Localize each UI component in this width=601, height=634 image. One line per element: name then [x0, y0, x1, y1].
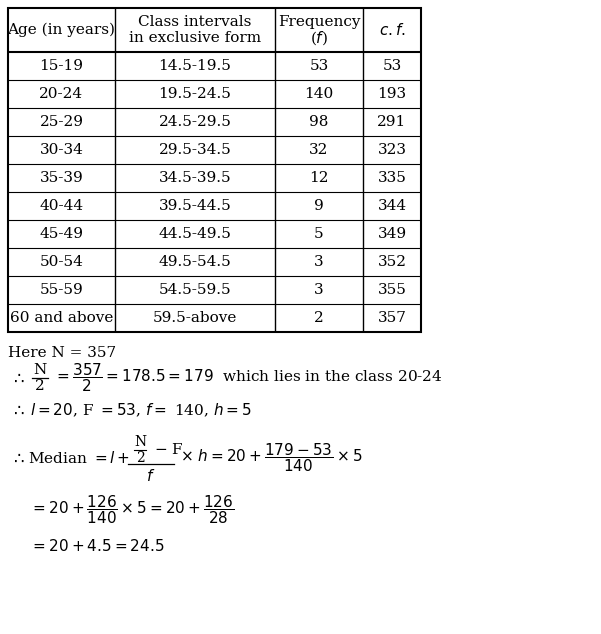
Text: $\therefore$: $\therefore$: [10, 370, 25, 387]
Text: $\therefore$: $\therefore$: [10, 450, 25, 467]
Text: 352: 352: [377, 255, 406, 269]
Text: 49.5-54.5: 49.5-54.5: [159, 255, 231, 269]
Text: 3: 3: [314, 255, 324, 269]
Text: 291: 291: [377, 115, 407, 129]
Text: in exclusive form: in exclusive form: [129, 31, 261, 45]
Text: N: N: [134, 435, 146, 449]
Text: 25-29: 25-29: [40, 115, 84, 129]
Text: $c.f.$: $c.f.$: [379, 22, 406, 38]
Text: 14.5-19.5: 14.5-19.5: [159, 59, 231, 73]
Text: 349: 349: [377, 227, 406, 241]
Text: 5: 5: [314, 227, 324, 241]
Text: Here N = 357: Here N = 357: [8, 346, 116, 360]
Text: 323: 323: [377, 143, 406, 157]
Text: 53: 53: [382, 59, 401, 73]
Text: 355: 355: [377, 283, 406, 297]
Text: 3: 3: [314, 283, 324, 297]
Text: $\therefore$: $\therefore$: [10, 401, 25, 418]
Text: $f$: $f$: [147, 468, 156, 484]
Text: 140: 140: [304, 87, 334, 101]
Text: 32: 32: [310, 143, 329, 157]
Text: 40-44: 40-44: [40, 199, 84, 213]
Text: 15-19: 15-19: [40, 59, 84, 73]
Text: $= \dfrac{357}{2} = 178.5 = 179$  which lies in the class 20-24: $= \dfrac{357}{2} = 178.5 = 179$ which l…: [54, 361, 442, 394]
Text: 35-39: 35-39: [40, 171, 84, 185]
Text: 344: 344: [377, 199, 406, 213]
Text: 335: 335: [377, 171, 406, 185]
Text: 29.5-34.5: 29.5-34.5: [159, 143, 231, 157]
Text: 30-34: 30-34: [40, 143, 84, 157]
Text: ($f$): ($f$): [310, 29, 328, 47]
Text: 50-54: 50-54: [40, 255, 84, 269]
Text: 2: 2: [35, 379, 45, 393]
Text: 53: 53: [310, 59, 329, 73]
Text: 44.5-49.5: 44.5-49.5: [159, 227, 231, 241]
Text: $\times\ h = 20 + \dfrac{179-53}{140} \times 5$: $\times\ h = 20 + \dfrac{179-53}{140} \t…: [180, 442, 362, 474]
Text: Class intervals: Class intervals: [138, 15, 252, 29]
Text: 34.5-39.5: 34.5-39.5: [159, 171, 231, 185]
Text: Age (in years): Age (in years): [7, 23, 115, 37]
Text: 19.5-24.5: 19.5-24.5: [159, 87, 231, 101]
Text: 24.5-29.5: 24.5-29.5: [159, 115, 231, 129]
Text: 2: 2: [136, 451, 144, 465]
Text: 357: 357: [377, 311, 406, 325]
Text: $= 20 + 4.5 = 24.5$: $= 20 + 4.5 = 24.5$: [30, 538, 165, 554]
Text: 98: 98: [310, 115, 329, 129]
Text: $-$ F: $-$ F: [154, 443, 183, 458]
Text: 2: 2: [314, 311, 324, 325]
Bar: [8, 8, 421, 332]
Text: 59.5-above: 59.5-above: [153, 311, 237, 325]
Text: 60 and above: 60 and above: [10, 311, 113, 325]
Text: N: N: [34, 363, 47, 377]
Text: 193: 193: [377, 87, 406, 101]
Text: $l = 20$, F $= 53$, $f =$ 140, $h = 5$: $l = 20$, F $= 53$, $f =$ 140, $h = 5$: [30, 401, 252, 418]
Text: 54.5-59.5: 54.5-59.5: [159, 283, 231, 297]
Text: 45-49: 45-49: [40, 227, 84, 241]
Text: 20-24: 20-24: [40, 87, 84, 101]
Text: Frequency: Frequency: [278, 15, 360, 29]
Text: $= 20 + \dfrac{126}{140} \times 5 = 20 + \dfrac{126}{28}$: $= 20 + \dfrac{126}{140} \times 5 = 20 +…: [30, 494, 234, 526]
Text: 12: 12: [310, 171, 329, 185]
Text: 39.5-44.5: 39.5-44.5: [159, 199, 231, 213]
Text: 9: 9: [314, 199, 324, 213]
Text: 55-59: 55-59: [40, 283, 84, 297]
Text: Median $= l +$: Median $= l +$: [28, 450, 130, 466]
